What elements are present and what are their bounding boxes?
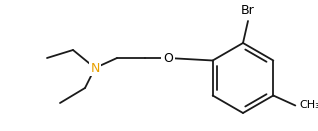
Text: Br: Br bbox=[241, 4, 255, 17]
Text: O: O bbox=[163, 51, 173, 64]
Text: N: N bbox=[90, 61, 100, 75]
Text: CH₃: CH₃ bbox=[299, 100, 318, 111]
